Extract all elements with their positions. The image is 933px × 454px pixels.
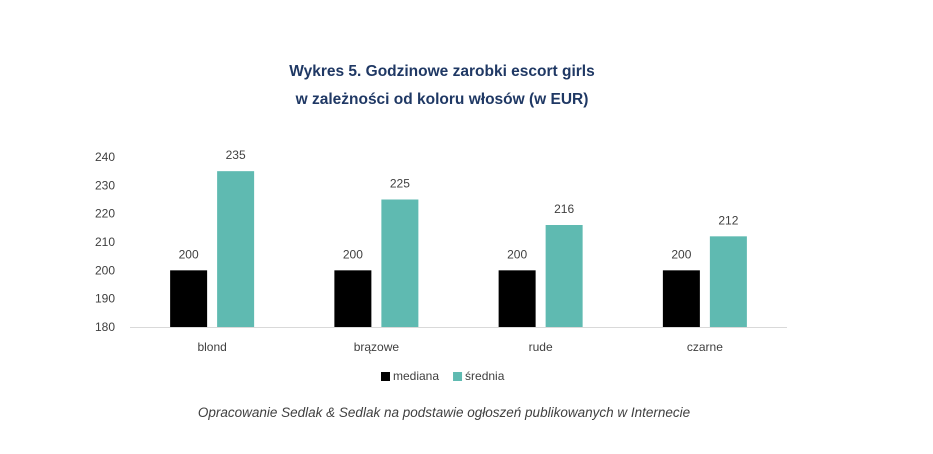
chart-title-line1: Wykres 5. Godzinowe zarobki escort girls: [289, 63, 595, 80]
legend-label: mediana: [393, 369, 439, 383]
bar-srednia: [545, 225, 583, 327]
bar-mediana: [662, 270, 700, 327]
legend: mediana średnia: [381, 369, 505, 383]
source-note: Opracowanie Sedlak & Sedlak na podstawie…: [197, 405, 691, 420]
data-label: 200: [179, 247, 199, 261]
y-tick-label: 240: [95, 150, 115, 164]
bar-mediana: [334, 270, 372, 327]
data-label: 200: [507, 247, 527, 261]
data-label: 200: [343, 247, 363, 261]
y-tick-label: 180: [95, 320, 115, 334]
y-tick-label: 230: [95, 178, 115, 192]
bar-srednia: [217, 171, 255, 327]
chart-title-line2: w zależności od koloru włosów (w EUR): [295, 91, 589, 108]
bar-srednia: [709, 236, 747, 327]
x-tick-label: czarne: [687, 340, 723, 354]
y-axis: 180 190 200 210 220 230 240: [95, 150, 115, 334]
bar-mediana: [170, 270, 208, 327]
data-label: 216: [554, 202, 574, 216]
y-tick-label: 200: [95, 263, 115, 277]
y-tick-label: 190: [95, 292, 115, 306]
legend-label: średnia: [465, 369, 505, 383]
data-label: 200: [671, 247, 691, 261]
data-label: 212: [718, 213, 738, 227]
data-label: 225: [390, 177, 410, 191]
y-tick-label: 220: [95, 207, 115, 221]
bar-srednia: [381, 199, 419, 327]
bar-mediana: [498, 270, 536, 327]
data-label: 235: [226, 148, 246, 162]
x-axis: blond brązowe rude czarne: [130, 327, 787, 354]
legend-swatch: [381, 372, 390, 381]
y-tick-label: 210: [95, 235, 115, 249]
legend-swatch: [453, 372, 463, 381]
x-tick-label: blond: [197, 340, 226, 354]
bars: 200 235 200 225 200 216 200 212: [170, 148, 747, 327]
x-tick-label: brązowe: [354, 340, 400, 354]
x-tick-label: rude: [529, 340, 553, 354]
